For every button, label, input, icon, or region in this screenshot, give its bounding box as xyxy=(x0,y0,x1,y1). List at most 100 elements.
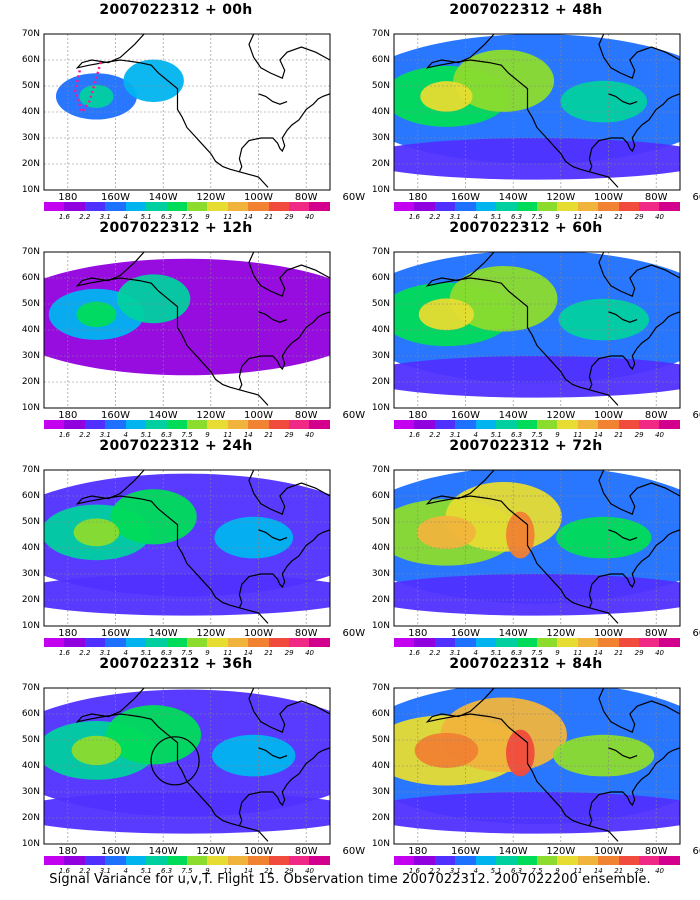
lat-tick-label: 40N xyxy=(371,325,390,335)
lon-tick-label: 100W xyxy=(244,628,273,639)
colorbar-tick-label: 29 xyxy=(634,649,644,657)
colorbar-swatch xyxy=(105,420,126,429)
colorbar-swatch xyxy=(598,202,619,211)
colorbar-swatch xyxy=(64,420,85,429)
colorbar-tick-label: 9 xyxy=(555,431,560,439)
lat-tick-label: 50N xyxy=(21,81,40,91)
lat-tick-label: 70N xyxy=(21,29,40,39)
colorbar-tick-label: 5.1 xyxy=(490,867,502,875)
coastline xyxy=(425,252,619,406)
colorbar-tick-label: 7.5 xyxy=(181,649,193,657)
variance-contour xyxy=(116,274,191,324)
coastline xyxy=(75,470,269,624)
map-svg xyxy=(393,687,681,845)
colorbar-swatch xyxy=(598,856,619,865)
colorbar-swatch xyxy=(248,420,269,429)
colorbar-tick-label: 9 xyxy=(555,867,560,875)
colorbar xyxy=(394,856,680,865)
colorbar-swatch xyxy=(618,420,640,429)
variance-contour xyxy=(76,301,117,328)
colorbar-swatch xyxy=(84,638,106,647)
colorbar-swatch xyxy=(227,856,249,865)
lon-tick-label: 120W xyxy=(546,628,576,639)
variance-map: 70N 60N 50N 40N 30N 20N 10N 180 160W 140W 120W 100W… xyxy=(360,242,700,432)
lon-tick-label: 160W xyxy=(451,846,480,857)
colorbar-tick-label: 40 xyxy=(305,213,315,221)
lon-tick-label: 140W xyxy=(148,846,178,857)
colorbar-swatch xyxy=(166,856,187,865)
colorbar-swatch xyxy=(434,202,456,211)
colorbar-tick-label: 21 xyxy=(264,431,274,439)
forecast-panel: 2007022312 + 12h 70N 60N 50N 40N 30N 20N 10N 180… xyxy=(10,220,365,440)
lat-tick-label: 40N xyxy=(371,761,390,771)
colorbar-tick-label: 11 xyxy=(223,649,233,657)
map-svg xyxy=(43,251,331,409)
colorbar-swatch xyxy=(557,420,578,429)
lon-tick-label: 120W xyxy=(196,192,226,203)
colorbar-swatch xyxy=(289,420,310,429)
colorbar-tick-label: 29 xyxy=(284,867,294,875)
colorbar-swatch xyxy=(516,856,537,865)
forecast-panel: 2007022312 + 60h 70N 60N 50N 40N 30N 20N 10N 180… xyxy=(360,220,700,440)
lat-tick-label: 40N xyxy=(371,543,390,553)
map-svg xyxy=(393,33,681,191)
colorbar-swatch xyxy=(186,638,208,647)
lat-tick-label: 40N xyxy=(21,761,40,771)
colorbar-swatch xyxy=(289,202,310,211)
lat-tick-label: 30N xyxy=(371,133,390,143)
lat-tick-label: 60N xyxy=(371,491,390,501)
colorbar-tick-label: 29 xyxy=(634,431,644,439)
map-svg xyxy=(43,687,331,845)
lon-tick-label: 140W xyxy=(498,628,528,639)
colorbar-tick-label: 4 xyxy=(473,213,478,221)
lat-tick-label: 60N xyxy=(21,491,40,501)
lat-tick-label: 70N xyxy=(371,683,390,693)
colorbar-tick-label: 14 xyxy=(243,213,253,221)
colorbar-tick-label: 3.1 xyxy=(449,867,461,875)
lon-tick-label: 140W xyxy=(148,410,178,421)
lat-tick-label: 10N xyxy=(371,839,390,849)
variance-map: 70N 60N 50N 40N 30N 20N 10N 180 160W 140W 120W 100W… xyxy=(360,24,700,214)
colorbar-tick-label: 14 xyxy=(243,867,253,875)
colorbar-labels: 1.6 2.2 3.1 4 5.1 6.3 7.5 9 11 14 21 29 40 xyxy=(44,213,330,223)
variance-contour xyxy=(214,516,294,559)
lat-tick-label: 70N xyxy=(21,683,40,693)
lon-tick-label: 60W xyxy=(692,628,700,639)
colorbar-swatch xyxy=(146,638,167,647)
lat-tick-label: 10N xyxy=(21,403,40,413)
colorbar-swatch xyxy=(125,638,147,647)
colorbar-swatch xyxy=(125,856,147,865)
colorbar-tick-label: 11 xyxy=(223,867,233,875)
lon-tick-label: 160W xyxy=(101,846,130,857)
colorbar-tick-label: 2.2 xyxy=(429,867,441,875)
variance-contour xyxy=(110,489,197,545)
coastline xyxy=(588,747,680,827)
colorbar-tick-label: 5.1 xyxy=(140,867,152,875)
colorbar-swatch xyxy=(536,202,558,211)
lon-tick-label: 120W xyxy=(196,846,226,857)
lat-tick-label: 10N xyxy=(371,185,390,195)
lon-tick-label: 160W xyxy=(101,192,130,203)
colorbar-swatch xyxy=(414,638,435,647)
colorbar-tick-label: 40 xyxy=(305,431,315,439)
target-circle xyxy=(150,736,200,786)
colorbar-labels: 1.6 2.2 3.1 4 5.1 6.3 7.5 9 11 14 21 29 40 xyxy=(44,867,330,877)
colorbar-tick-label: 5.1 xyxy=(490,213,502,221)
colorbar-tick-label: 21 xyxy=(264,213,274,221)
colorbar-tick-label: 4 xyxy=(123,649,128,657)
colorbar-swatch xyxy=(557,638,578,647)
colorbar-swatch xyxy=(146,202,167,211)
colorbar-tick-label: 40 xyxy=(655,213,665,221)
forecast-panel: 2007022312 + 00h 70N 60N 50N 40N 30N 20N 10N 180… xyxy=(10,2,365,223)
colorbar-swatch xyxy=(557,856,578,865)
colorbar-tick-label: 29 xyxy=(634,213,644,221)
colorbar xyxy=(394,638,680,647)
colorbar-swatch xyxy=(268,420,290,429)
coastline xyxy=(238,529,330,609)
variance-map: 70N 60N 50N 40N 30N 20N 10N 180 160W 140W 120W 100W… xyxy=(10,678,365,868)
lat-tick-label: 60N xyxy=(21,709,40,719)
colorbar-swatch xyxy=(309,420,330,429)
lat-tick-label: 50N xyxy=(371,81,390,91)
colorbar-tick-label: 9 xyxy=(555,649,560,657)
colorbar-tick-label: 9 xyxy=(205,867,210,875)
